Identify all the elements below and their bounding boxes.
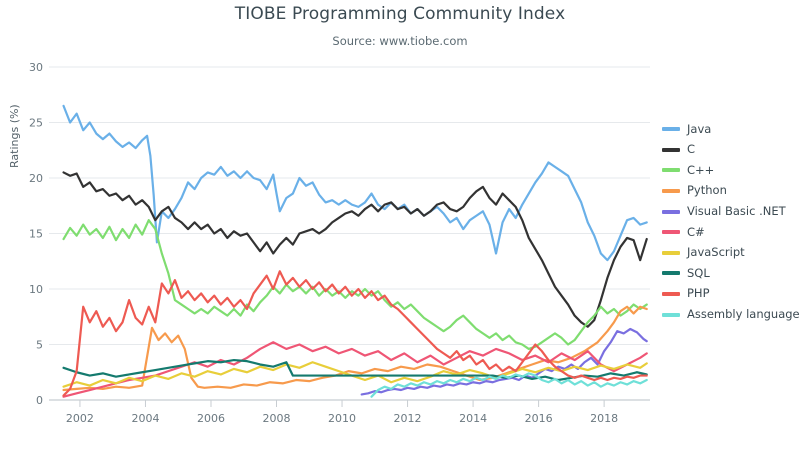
series-line	[62, 270, 648, 397]
y-tick-label: 5	[36, 339, 43, 352]
series-line	[62, 104, 648, 262]
legend-item[interactable]: C#	[662, 222, 798, 243]
legend-item-label: SQL	[687, 265, 710, 280]
legend-color-swatch	[662, 292, 680, 297]
legend-color-swatch	[662, 230, 680, 235]
x-tick-label: 2002	[66, 412, 94, 425]
legend-color-swatch	[662, 271, 680, 276]
legend-item-label: Java	[687, 121, 712, 136]
x-tick-label: 2010	[328, 412, 356, 425]
x-tick-label: 2016	[525, 412, 553, 425]
y-tick-label: 0	[36, 394, 43, 407]
legend-color-swatch	[662, 209, 680, 214]
legend-item[interactable]: C	[662, 140, 798, 161]
legend-item[interactable]: SQL	[662, 263, 798, 284]
x-tick-label: 2004	[131, 412, 159, 425]
x-tick-label: 2012	[394, 412, 422, 425]
series-line	[62, 361, 648, 388]
series-line	[360, 327, 648, 396]
legend-item[interactable]: JavaScript	[662, 243, 798, 264]
y-tick-label: 15	[29, 228, 43, 241]
series-line	[62, 305, 648, 392]
legend-item[interactable]: Visual Basic .NET	[662, 201, 798, 222]
x-axis-ticks: 2002 2004 2006 2008 2010 2012 2014 2016 2018	[66, 400, 618, 425]
y-tick-label: 30	[29, 61, 43, 74]
series-lines	[62, 104, 648, 398]
legend-item-label: Assembly language	[687, 306, 800, 321]
legend-item-label: C++	[687, 162, 715, 177]
legend-color-swatch	[662, 250, 680, 255]
y-tick-label: 20	[29, 172, 43, 185]
legend-item[interactable]: Python	[662, 181, 798, 202]
chart-title: TIOBE Programming Community Index	[234, 4, 566, 24]
legend-item-label: Visual Basic .NET	[687, 203, 786, 218]
x-tick-label: 2018	[590, 412, 618, 425]
y-tick-label: 10	[29, 283, 43, 296]
series-line	[62, 358, 648, 382]
legend-color-swatch	[662, 189, 680, 194]
y-tick-label: 25	[29, 117, 43, 130]
legend-color-swatch	[662, 147, 680, 152]
series-line	[62, 341, 648, 398]
legend-item-label: JavaScript	[687, 245, 745, 260]
x-tick-label: 2006	[197, 412, 225, 425]
legend-color-swatch	[662, 312, 680, 317]
y-axis-ticks: 0 5 10 15 20 25 30	[29, 61, 43, 407]
chart-subtitle: Source: www.tiobe.com	[332, 34, 468, 48]
x-tick-label: 2008	[263, 412, 291, 425]
legend-item-label: Python	[687, 183, 727, 198]
series-line	[62, 171, 648, 328]
legend-item-label: C	[687, 142, 696, 157]
chart-legend: Java C C++ Python Visual Basic .NET C# JavaScr…	[662, 119, 800, 325]
legend-item-label: C#	[687, 224, 705, 239]
legend-item-label: PHP	[687, 286, 710, 301]
legend-color-swatch	[662, 168, 680, 173]
legend-item[interactable]: PHP	[662, 284, 798, 305]
legend-item[interactable]: C++	[662, 160, 798, 181]
x-tick-label: 2014	[459, 412, 487, 425]
legend-item[interactable]: Assembly language	[662, 304, 800, 325]
series-line	[370, 372, 648, 398]
legend-item[interactable]: Java	[662, 119, 798, 140]
legend-color-swatch	[662, 127, 680, 132]
